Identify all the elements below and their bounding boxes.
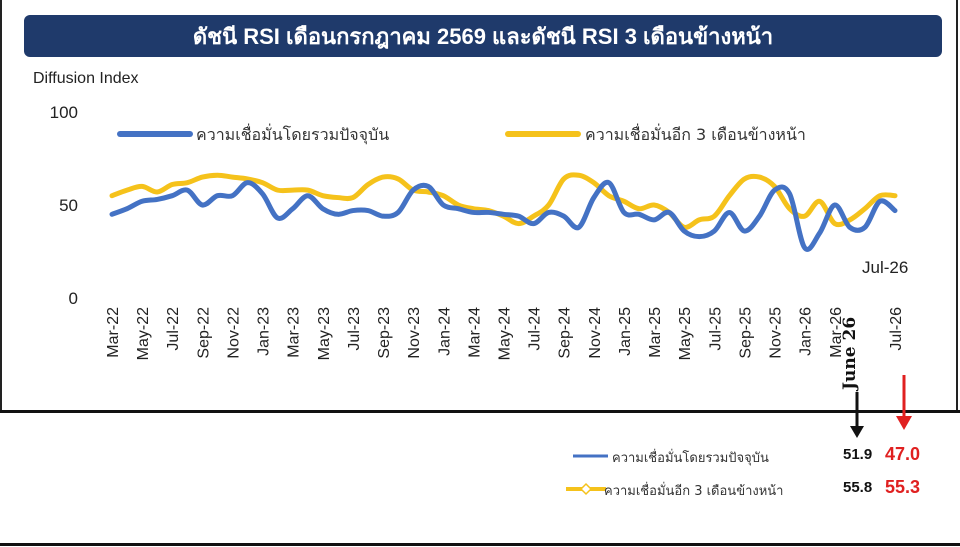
x-tick-label-Jan-26: Jan-26 [798, 307, 815, 356]
x-tick-label-May-24: May-24 [497, 307, 514, 360]
x-tick-label-Mar-25: Mar-25 [647, 307, 664, 358]
x-tick-label-Jan-24: Jan-24 [436, 307, 453, 356]
y-axis-label: Diffusion Index [33, 70, 139, 87]
summary-current-july: 47.0 [885, 444, 921, 464]
series-line-future [109, 172, 898, 230]
x-tick-label-Jan-25: Jan-25 [617, 307, 634, 356]
x-tick-label-Mar-22: Mar-22 [105, 307, 122, 358]
x-tick-label-Nov-23: Nov-23 [406, 307, 423, 359]
series-line-current [109, 179, 898, 252]
frame-right-border [956, 0, 958, 412]
x-tick-label-Jan-23: Jan-23 [256, 307, 273, 356]
x-tick-label-May-23: May-23 [316, 307, 333, 360]
summary-label-future: ความเชื่อมั่นอีก 3 เดือนข้างหน้า [604, 484, 784, 499]
x-tick-label-May-22: May-22 [135, 307, 152, 360]
y-tick-label-100: 100 [50, 103, 78, 122]
june-26-annotation: June 26 [840, 316, 860, 390]
line-chart: 0 50 100 Mar-22 May-22 Jul-22 Sep-22 Nov-22 Jan-… [50, 103, 905, 360]
chart-title: ดัชนี RSI เดือนกรกฎาคม 2569 และดัชนี RSI… [192, 23, 774, 49]
x-tick-label-Jul-22: Jul-22 [165, 307, 182, 351]
summary-current-june: 51.9 [843, 446, 873, 463]
x-tick-label-Sep-25: Sep-25 [737, 307, 754, 359]
frame-left-border [0, 0, 2, 412]
x-tick-label-May-25: May-25 [677, 307, 694, 360]
x-tick-label-Jul-23: Jul-23 [346, 307, 363, 351]
summary-future-june: 55.8 [843, 479, 873, 496]
x-tick-label-Sep-24: Sep-24 [557, 307, 574, 359]
x-tick-label-Nov-25: Nov-25 [768, 307, 785, 359]
summary-future-july: 55.3 [885, 477, 921, 497]
x-tick-label-Jul-25: Jul-25 [707, 307, 724, 351]
y-tick-label-0: 0 [69, 289, 78, 308]
x-tick-label-Mar-24: Mar-24 [466, 307, 483, 358]
jul-26-annotation: Jul-26 [862, 258, 909, 277]
x-tick-label-Nov-24: Nov-24 [587, 307, 604, 359]
x-tick-label-Mar-23: Mar-23 [286, 307, 303, 358]
summary-legend-swatch-future [566, 482, 606, 496]
x-tick-label-Jul-26: Jul-26 [888, 307, 905, 351]
chart-title-bar: ดัชนี RSI เดือนกรกฎาคม 2569 และดัชนี RSI… [24, 15, 942, 57]
legend-future-label: ความเชื่อมั่นอีก 3 เดือนข้างหน้า [585, 123, 806, 144]
x-tick-label-Sep-23: Sep-23 [376, 307, 393, 359]
y-tick-label-50: 50 [59, 196, 78, 215]
x-tick-label-Sep-22: Sep-22 [195, 307, 212, 359]
frame-bottom-border [0, 543, 960, 546]
summary-label-current: ความเชื่อมั่นโดยรวมปัจจุบัน [612, 451, 769, 466]
x-tick-label-Mar-26: Mar-26 [828, 307, 845, 358]
section-divider [0, 410, 960, 413]
legend-current-label: ความเชื่อมั่นโดยรวมปัจจุบัน [196, 123, 389, 145]
x-tick-label-Nov-22: Nov-22 [225, 307, 242, 359]
x-tick-label-Jul-24: Jul-24 [527, 307, 544, 351]
